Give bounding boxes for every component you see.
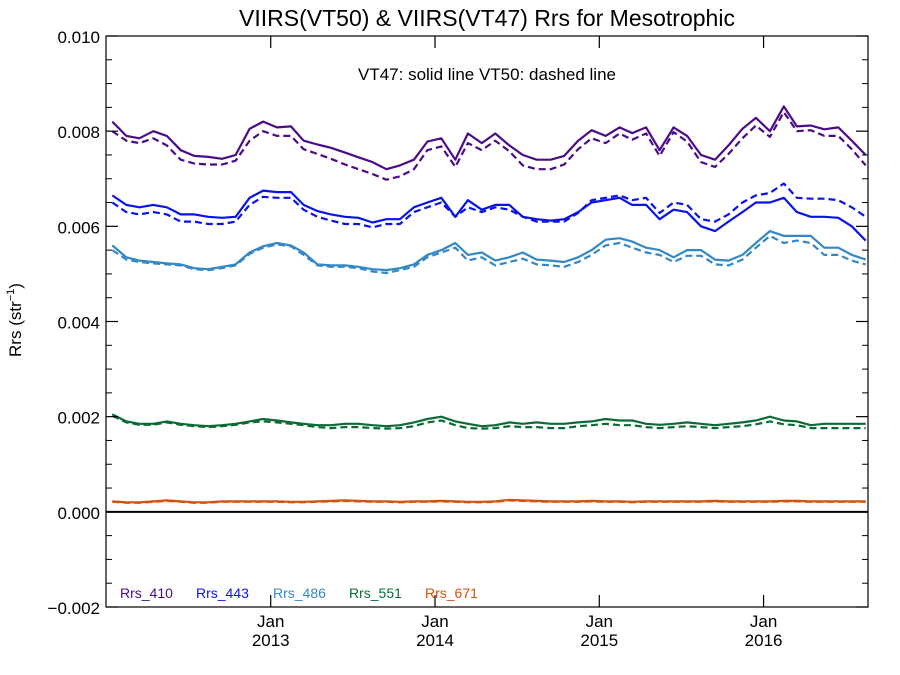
y-tick-label: 0.006 [57,218,100,237]
x-tick-label-year: 2014 [416,631,454,650]
y-axis: 0.010 0.008 0.006 0.004 0.002 0.000 −0.002 [48,28,868,618]
x-tick-label-year: 2013 [252,631,290,650]
series-line-rrs-410-vt47 [111,105,867,171]
series-line-rrs-551-vt50 [111,414,866,430]
y-axis-label-main: Rrs (str [6,301,25,357]
x-tick-label-month: Jan [257,612,284,631]
y-axis-label-close: ) [6,283,25,289]
series-line-rrs-443-vt50 [111,182,867,229]
x-tick-label-year: 2016 [745,631,783,650]
y-tick-label: 0.008 [57,123,100,142]
plot-frame [105,35,869,608]
plot-area [106,105,868,513]
series-line-rrs-671-vt50 [112,499,866,504]
x-tick-label-month: Jan [586,612,613,631]
x-tick-label-year: 2015 [580,631,618,650]
series-line-rrs-410-vt50 [111,110,867,181]
y-axis-label: Rrs (str−1) [5,283,25,357]
x-tick-label-month: Jan [750,612,777,631]
svg-text:Rrs (str−1): Rrs (str−1) [5,283,25,357]
y-tick-label: 0.000 [57,504,100,523]
series-line-rrs-443-vt47 [111,189,867,242]
y-tick-label: 0.010 [57,28,100,47]
legend-item-rrs-410: Rrs_410 [120,585,173,601]
legend-item-rrs-486: Rrs_486 [273,585,326,601]
legend: Rrs_410 Rrs_443 Rrs_486 Rrs_551 Rrs_671 [120,585,478,601]
series-line-rrs-486-vt47 [111,230,867,272]
x-tick-label-month: Jan [421,612,448,631]
y-tick-label: −0.002 [48,599,100,618]
series-line-rrs-551-vt47 [111,413,866,428]
y-axis-label-superscript: −1 [5,289,17,302]
chart-title: VIIRS(VT50) & VIIRS(VT47) Rrs for Mesotr… [239,5,735,31]
legend-item-rrs-551: Rrs_551 [349,585,402,601]
y-tick-label: 0.002 [57,409,100,428]
line-style-annotation: VT47: solid line VT50: dashed line [358,65,616,84]
y-tick-label: 0.004 [57,314,100,333]
legend-item-rrs-671: Rrs_671 [425,585,478,601]
series-line-rrs-486-vt50 [111,234,866,275]
legend-item-rrs-443: Rrs_443 [196,585,249,601]
